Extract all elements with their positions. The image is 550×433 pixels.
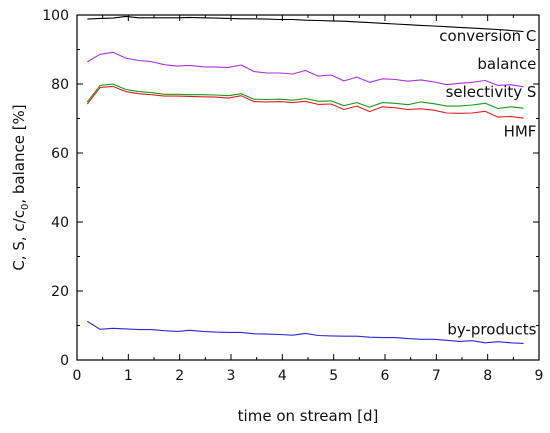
x-tick-label: 9 [535, 368, 544, 384]
y-tick-label: 100 [42, 8, 69, 24]
x-tick-label: 2 [175, 368, 184, 384]
x-axis-title: time on stream [d] [238, 407, 379, 425]
series-label-by-products: by-products [447, 320, 536, 338]
x-tick-label: 1 [124, 368, 133, 384]
plot-frame [76, 14, 540, 361]
series-line-selectivity-s [86, 83, 524, 110]
y-tick-label: 20 [51, 284, 69, 300]
y-axis-title-text: C, S, c/c0, balance [%] [10, 104, 31, 270]
series-label-balance: balance [477, 55, 536, 73]
series-line-by-products [87, 320, 524, 344]
series-layer [86, 15, 524, 344]
series-label-hmf: HMF [504, 122, 537, 140]
series-label-selectivity-s: selectivity S [446, 83, 537, 101]
x-tick-label: 4 [278, 368, 287, 384]
x-tick-label: 0 [73, 368, 82, 384]
series-line-hmf [86, 85, 524, 119]
x-tick-label: 8 [483, 368, 492, 384]
y-tick-label: 60 [51, 146, 69, 162]
series-line-conversion-c [87, 15, 524, 33]
axes-layer: 0 1 2 3 4 5 6 7 8 9 0 20 40 60 80 100 [42, 8, 543, 384]
series-label-conversion-c: conversion C [439, 27, 536, 45]
y-tick-label: 80 [51, 77, 69, 93]
x-tick-label: 7 [432, 368, 441, 384]
y-axis-title: C, S, c/c0, balance [%] [10, 104, 31, 270]
y-tick-label: 0 [60, 353, 69, 369]
y-tick-label: 40 [51, 215, 69, 231]
series-labels: conversion C balance selectivity S HMF by-pr… [439, 27, 536, 338]
series-line-balance [87, 51, 524, 88]
x-tick-label: 3 [227, 368, 236, 384]
x-tick-label: 6 [381, 368, 390, 384]
x-tick-label: 5 [329, 368, 338, 384]
